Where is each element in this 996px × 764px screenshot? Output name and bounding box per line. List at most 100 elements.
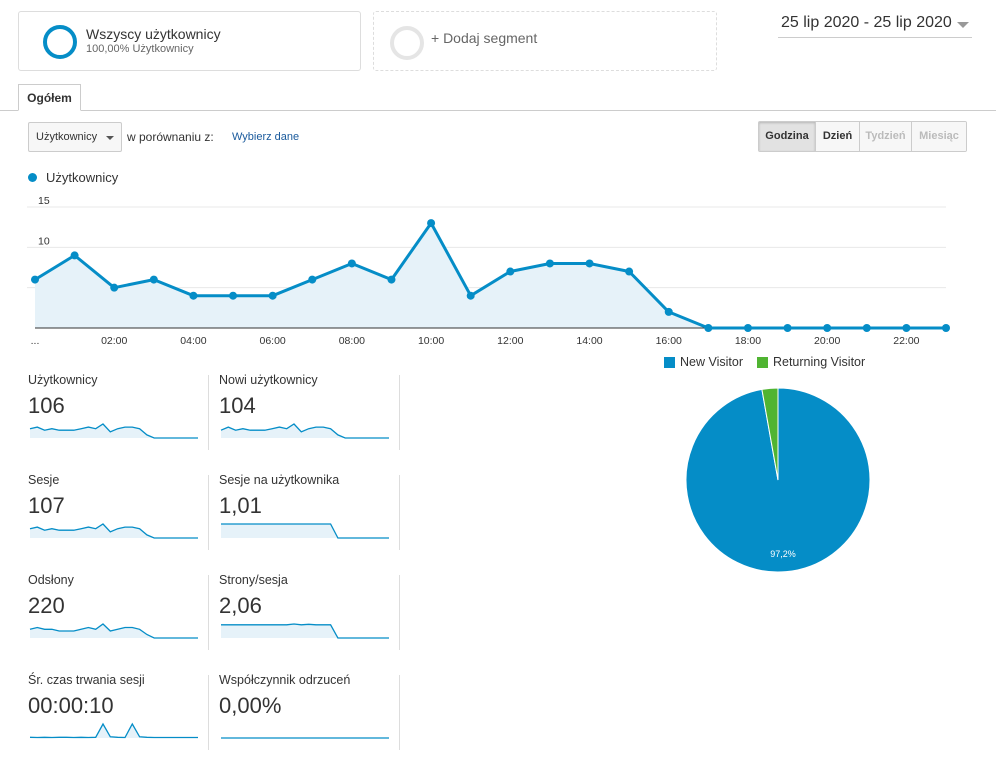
data-point [545, 259, 554, 268]
legend-dot-icon [28, 173, 37, 182]
data-point [942, 324, 950, 332]
sparkline-line [221, 623, 389, 639]
empty-segment-ring-icon [390, 26, 424, 60]
granularity-day-button[interactable]: Dzień [816, 122, 860, 151]
kpi-value: 106 [28, 393, 65, 418]
sparkline-line [29, 623, 198, 639]
x-tick-label: 16:00 [656, 335, 682, 347]
data-point [783, 324, 792, 332]
sparkline-area [221, 424, 389, 438]
date-range-picker[interactable]: 25 lip 2020 - 25 lip 2020 [778, 13, 972, 38]
kpi-label: Nowi użytkownicy [219, 373, 318, 387]
kpi-sparkline [221, 737, 389, 739]
granularity-month-button[interactable]: Miesiąc [912, 122, 966, 151]
x-tick-label: 14:00 [576, 335, 602, 347]
kpi-divider [399, 675, 400, 750]
data-point [664, 307, 673, 316]
kpi-tile[interactable]: Strony/sesja 2,06 [219, 573, 391, 648]
sparkline-area [30, 424, 198, 438]
x-tick-label: 12:00 [497, 335, 523, 347]
kpi-divider [399, 375, 400, 450]
kpi-tile[interactable]: Sesje 107 [28, 473, 200, 548]
kpi-sparkline [220, 423, 389, 439]
y-tick-label: 10 [38, 235, 50, 247]
x-tick-label: 22:00 [893, 335, 919, 347]
tab-overview[interactable]: Ogółem [18, 84, 81, 111]
kpi-divider [208, 375, 209, 450]
kpi-tile[interactable]: Współczynnik odrzuceń 0,00% [219, 673, 391, 748]
add-segment-button[interactable]: + Dodaj segment [373, 11, 717, 71]
kpi-divider [399, 575, 400, 650]
segment-ring-icon [43, 25, 77, 59]
kpi-divider [208, 475, 209, 550]
data-point [31, 275, 39, 284]
segment-card-all-users[interactable]: Wszyscy użytkownicy 100,00% Użytkownicy [18, 11, 361, 71]
kpi-label: Śr. czas trwania sesji [28, 673, 145, 687]
chevron-down-icon [106, 136, 114, 140]
chevron-down-icon [957, 22, 969, 28]
kpi-tile[interactable]: Śr. czas trwania sesji 00:00:10 [28, 673, 200, 748]
series-line [34, 221, 946, 330]
legend-returning-visitor-label: Returning Visitor [772, 355, 866, 369]
add-segment-label: + Dodaj segment [431, 30, 538, 46]
select-compare-metric-link[interactable]: Wybierz dane [232, 131, 300, 143]
kpi-tile[interactable]: Odsłony 220 [28, 573, 200, 648]
data-point [466, 291, 475, 300]
kpi-value: 107 [28, 493, 65, 518]
kpi-sparkline [29, 722, 198, 739]
kpi-label: Współczynnik odrzuceń [219, 673, 351, 687]
data-point [743, 324, 752, 332]
kpi-tile[interactable]: Nowi użytkownicy 104 [219, 373, 391, 448]
sparkline-line [29, 423, 198, 439]
pie-legend: New Visitor Returning Visitor [664, 355, 865, 369]
sparkline-line [221, 523, 389, 539]
kpi-tile[interactable]: Użytkownicy 106 [28, 373, 200, 448]
sparkline-line [220, 423, 389, 439]
x-tick-label: 04:00 [180, 335, 206, 347]
segment-subtitle: 100,00% Użytkownicy [86, 43, 194, 55]
sparkline-line [29, 523, 198, 539]
kpi-tile[interactable]: Sesje na użytkownika 1,01 [219, 473, 391, 548]
x-tick-label: 20:00 [814, 335, 840, 347]
pie-slice [685, 387, 871, 573]
metric-select-value: Użytkownicy [36, 131, 98, 143]
kpi-sparkline [29, 623, 198, 639]
kpi-divider [399, 475, 400, 550]
granularity-hour-button[interactable]: Godzina [759, 122, 816, 151]
kpi-value: 0,00% [219, 693, 282, 718]
data-point [585, 259, 594, 268]
sparkline-line [29, 722, 198, 739]
kpi-value: 2,06 [219, 593, 262, 618]
kpi-label: Sesje na użytkownika [219, 473, 340, 487]
x-tick-label: ... [31, 335, 40, 347]
data-point [902, 324, 911, 332]
sparkline-area [30, 524, 198, 538]
data-point [427, 219, 436, 228]
legend-returning-visitor-swatch [756, 356, 768, 368]
x-tick-label: 02:00 [101, 335, 127, 347]
metric-select[interactable]: Użytkownicy [28, 122, 122, 152]
data-point [506, 267, 515, 276]
pie-slice-label: 97,2% [770, 549, 796, 559]
data-point [823, 324, 832, 332]
data-point [189, 291, 198, 300]
kpi-sparkline [221, 623, 389, 639]
kpi-sparkline [29, 523, 198, 539]
kpi-value: 104 [219, 393, 256, 418]
x-tick-label: 06:00 [260, 335, 286, 347]
kpi-label: Strony/sesja [219, 573, 288, 587]
kpi-value: 1,01 [219, 493, 262, 518]
kpi-value: 220 [28, 593, 65, 618]
segment-title: Wszyscy użytkownicy [86, 26, 221, 42]
legend-new-visitor-swatch [664, 356, 675, 368]
data-point [862, 324, 871, 332]
tab-divider [0, 110, 996, 111]
sparkline-area [221, 524, 389, 538]
granularity-week-button[interactable]: Tydzień [860, 122, 912, 151]
data-point [704, 324, 713, 332]
data-point [308, 275, 317, 284]
data-point [387, 275, 396, 284]
pie-slice [761, 387, 779, 481]
data-point [110, 283, 119, 292]
data-point [70, 251, 79, 260]
